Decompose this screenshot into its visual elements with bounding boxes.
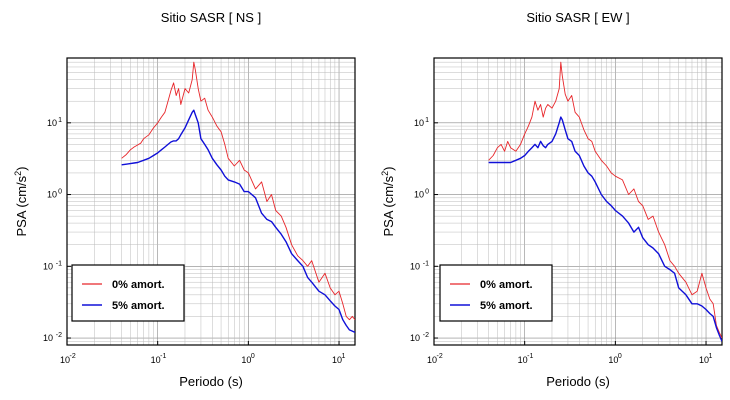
legend-entry-label: 5% amort. [112, 300, 165, 312]
y-tick-label: -210 [43, 332, 62, 343]
y-tick-exp: -2 [56, 332, 62, 339]
x-tick-label: 10 -1 [518, 353, 534, 365]
legend-entry-label: 5% amort. [480, 300, 533, 312]
x-tick-label: 10 1 [332, 353, 346, 365]
x-tick-label: 10 0 [241, 353, 255, 365]
y-tick-label: 110 [414, 117, 429, 128]
y-tick-exp: 1 [58, 117, 62, 124]
y-tick-label: 010 [47, 189, 62, 200]
x-tick-exp: 0 [251, 353, 255, 360]
y-axis-label-close: ) [381, 166, 396, 170]
x-tick-exp: -1 [527, 353, 533, 360]
x-tick-base: 10 [427, 355, 437, 365]
x-tick-base: 10 [241, 355, 251, 365]
y-tick-label: 010 [414, 189, 429, 200]
y-tick-base: 10 [414, 118, 424, 128]
y-tick-label: -110 [43, 260, 62, 271]
x-tick-base: 10 [60, 355, 70, 365]
x-tick-exp: -1 [160, 353, 166, 360]
plot-frame [433, 57, 723, 346]
x-tick-base: 10 [518, 355, 528, 365]
x-axis-label: Periodo (s) [179, 374, 243, 389]
legend-box [71, 264, 185, 322]
y-tick-label: -210 [410, 332, 429, 343]
series-group [488, 61, 722, 342]
x-tick-label: 10 -2 [60, 353, 76, 365]
series-line-5pct [121, 109, 355, 334]
y-tick-base: 10 [47, 190, 57, 200]
x-tick-base: 10 [332, 355, 342, 365]
x-tick-base: 10 [151, 355, 161, 365]
series-line-0pct [488, 61, 722, 339]
x-axis-label: Periodo (s) [546, 374, 610, 389]
y-axis-label-superscript: 2 [13, 171, 23, 176]
y-tick-base: 10 [43, 333, 53, 343]
x-tick-exp: -2 [437, 353, 443, 360]
y-tick-base: 10 [47, 118, 57, 128]
y-tick-exp: -1 [423, 260, 429, 267]
x-tick-exp: 1 [342, 353, 346, 360]
y-tick-base: 10 [410, 261, 420, 271]
x-tick-base: 10 [699, 355, 709, 365]
y-axis-label-superscript: 2 [380, 171, 390, 176]
series-group [121, 61, 355, 334]
plot-frame [66, 57, 356, 346]
y-axis-label: PSA (cm/s2) [380, 166, 396, 236]
y-tick-exp: 1 [425, 117, 429, 124]
y-axis-label: PSA (cm/s2) [13, 166, 29, 236]
x-tick-exp: 0 [618, 353, 622, 360]
chart-title: Sitio SASR [ NS ] [161, 10, 261, 25]
legend: 0% amort. 5% amort. [439, 264, 553, 322]
legend-entry-label: 0% amort. [112, 279, 165, 291]
y-tick-base: 10 [414, 190, 424, 200]
x-tick-label: 10 -2 [427, 353, 443, 365]
x-tick-label: 10 1 [699, 353, 713, 365]
legend: 0% amort. 5% amort. [71, 264, 185, 322]
y-tick-exp: 0 [58, 189, 62, 196]
y-tick-exp: -2 [423, 332, 429, 339]
y-tick-label: 110 [47, 117, 62, 128]
x-tick-exp: -2 [70, 353, 76, 360]
legend-box [439, 264, 553, 322]
y-tick-exp: -1 [56, 260, 62, 267]
y-tick-exp: 0 [425, 189, 429, 196]
x-tick-exp: 1 [709, 353, 713, 360]
chart-title: Sitio SASR [ EW ] [526, 10, 629, 25]
y-tick-base: 10 [410, 333, 420, 343]
y-tick-label: -110 [410, 260, 429, 271]
x-tick-label: 10 0 [608, 353, 622, 365]
y-tick-base: 10 [43, 261, 53, 271]
y-axis-label-close: ) [14, 166, 29, 170]
x-tick-label: 10 -1 [151, 353, 167, 365]
series-line-5pct [488, 116, 722, 342]
y-axis-label-text: PSA (cm/s [381, 175, 396, 236]
y-axis-label-text: PSA (cm/s [14, 175, 29, 236]
x-tick-base: 10 [608, 355, 618, 365]
series-line-0pct [121, 61, 355, 321]
legend-entry-label: 0% amort. [480, 279, 533, 291]
